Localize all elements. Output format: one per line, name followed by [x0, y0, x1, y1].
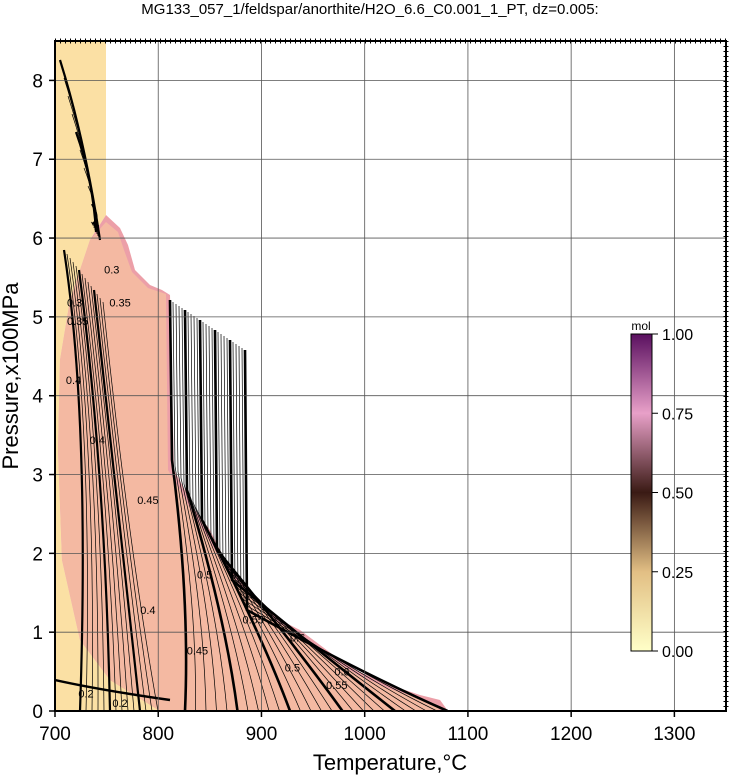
fields: [55, 41, 449, 711]
x-tick-label: 1200: [550, 724, 592, 745]
contour-line: [72, 261, 99, 711]
y-tick-label: 4: [32, 387, 43, 408]
contour-label: 0.2: [78, 689, 93, 701]
contour-line: [92, 289, 142, 711]
contour-label: 0.5: [197, 570, 212, 582]
contour-line: [181, 307, 228, 711]
y-tick-label: 2: [32, 544, 43, 565]
contour-label: 0.55: [242, 615, 263, 627]
contour-line: [69, 257, 93, 711]
colorbar-tick-label: 0.50: [662, 486, 693, 503]
contour-label: 0.4: [90, 435, 105, 447]
colorbar: [630, 333, 653, 652]
colorbar-tick-label: 0.75: [662, 406, 693, 423]
contour-line: [90, 221, 99, 227]
x-tick-label: 800: [142, 724, 174, 745]
contour-line: [190, 313, 259, 711]
contour-label: 0.55: [326, 680, 347, 692]
x-tick-label: 1100: [447, 724, 488, 745]
colorbar-tick-label: 0.00: [662, 644, 693, 661]
colorbar-label: mol: [631, 319, 650, 333]
x-tick-label: 900: [246, 724, 278, 745]
contour-line: [66, 253, 88, 711]
colorbar-tick-label: 0.25: [662, 565, 693, 582]
y-tick-label: 3: [32, 466, 43, 487]
contour-line: [243, 349, 449, 711]
contour-line: [99, 297, 153, 711]
y-tick-label: 6: [32, 229, 43, 250]
contour-line: [62, 249, 84, 711]
y-tick-label: 0: [32, 702, 43, 723]
contour-lines: [55, 59, 449, 711]
x-tick-label: 1300: [653, 724, 695, 745]
colorbar-tick-label: 1.00: [662, 327, 693, 344]
contour-label: 0.2: [112, 698, 127, 710]
contour-label: 0.45: [137, 495, 158, 507]
contour-label: 0.6: [334, 667, 349, 679]
contour-line: [55, 678, 171, 702]
contour-line: [81, 273, 117, 711]
contour-label: 0.4: [66, 375, 81, 387]
contour-line: [187, 311, 249, 711]
y-tick-label: 8: [32, 71, 43, 92]
contour-label: 0.4: [140, 605, 155, 617]
contour-label: 0.35: [67, 316, 88, 328]
y-tick-label: 7: [32, 150, 43, 171]
contour-label: 0.3: [104, 265, 119, 277]
x-axis-label: Temperature,°C: [313, 750, 467, 775]
y-tick-label: 5: [32, 308, 43, 329]
contour-line: [77, 269, 112, 711]
contour-label: 0.3: [67, 298, 82, 310]
contour-line: [84, 277, 123, 711]
y-axis-label: Pressure,x100MPa: [0, 282, 23, 470]
contour-line: [102, 301, 159, 711]
x-tick-label: 700: [39, 724, 71, 745]
contour-label: 0.5: [285, 663, 300, 675]
contour-line: [87, 281, 129, 711]
contour-line: [96, 293, 147, 711]
x-tick-label: 1000: [344, 724, 386, 745]
contour-line: [90, 285, 135, 711]
contour-label: 0.6: [290, 633, 305, 645]
chart-title: MG133_057_1/feldspar/anorthite/H2O_6.6_C…: [141, 1, 598, 18]
contour-label: 0.45: [187, 645, 208, 657]
contour-line: [175, 303, 207, 711]
contour-line: [220, 333, 364, 711]
contour-line: [172, 301, 196, 711]
contour-line: [168, 299, 188, 711]
contour-line: [178, 305, 217, 711]
contour-line: [183, 309, 239, 711]
low-field: [55, 41, 170, 711]
y-tick-label: 1: [32, 623, 43, 644]
contour-label: 0.35: [109, 298, 130, 310]
main-field: [58, 222, 440, 711]
